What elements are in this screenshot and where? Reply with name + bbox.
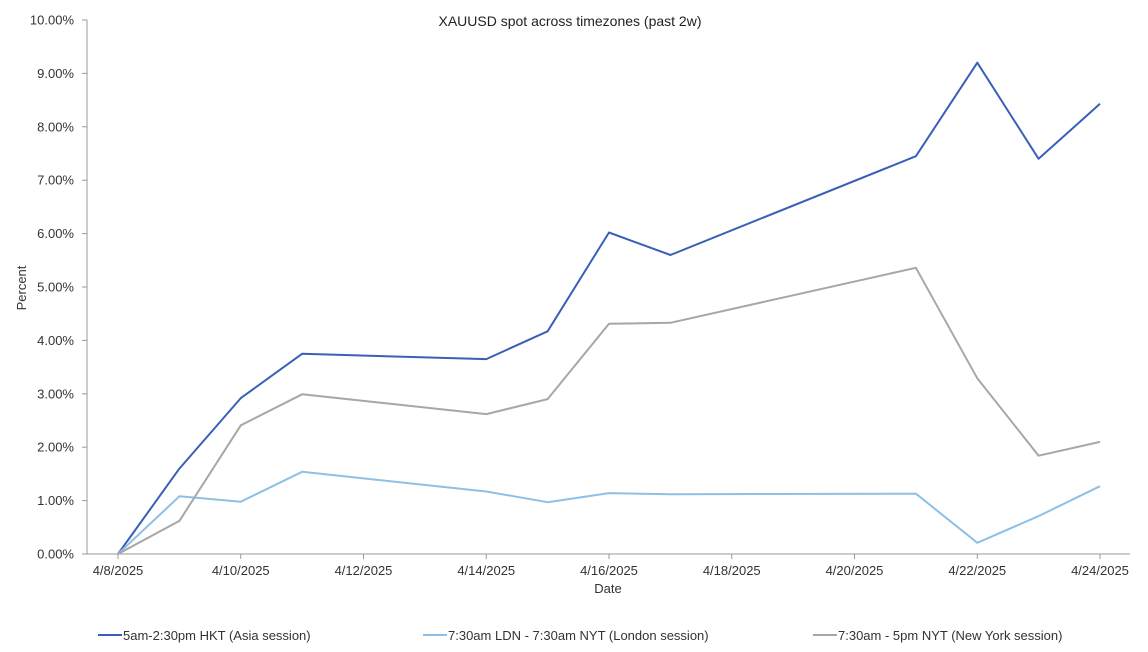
x-tick-label: 4/8/2025: [93, 563, 144, 578]
legend-label: 7:30am LDN - 7:30am NYT (London session): [448, 628, 709, 643]
y-tick-label: 4.00%: [37, 333, 74, 348]
y-tick-label: 7.00%: [37, 173, 74, 188]
x-tick-label: 4/18/2025: [703, 563, 761, 578]
series-line-2: [117, 266, 1101, 555]
series-line-0: [117, 61, 1101, 555]
y-axis-title: Percent: [14, 265, 29, 310]
x-tick-label: 4/14/2025: [457, 563, 515, 578]
y-axis-ticks: 0.00% 1.00% 2.00% 3.00% 4.00% 5.00% 6.00% 7.00%…: [30, 13, 87, 562]
chart-title: XAUUSD spot across timezones (past 2w): [439, 13, 702, 29]
y-tick-label: 1.00%: [37, 493, 74, 508]
x-axis-title: Date: [594, 581, 621, 596]
legend: 5am-2:30pm HKT (Asia session) 7:30am LDN …: [98, 628, 1062, 643]
series-line-1: [117, 470, 1101, 555]
x-tick-label: 4/24/2025: [1071, 563, 1129, 578]
legend-label: 5am-2:30pm HKT (Asia session): [123, 628, 311, 643]
y-tick-label: 8.00%: [37, 119, 74, 134]
x-tick-label: 4/16/2025: [580, 563, 638, 578]
x-tick-label: 4/12/2025: [335, 563, 393, 578]
y-tick-label: 9.00%: [37, 66, 74, 81]
x-axis-ticks: 4/8/2025 4/10/2025 4/12/2025 4/14/2025 4/16/…: [93, 554, 1129, 578]
x-tick-label: 4/22/2025: [948, 563, 1006, 578]
y-tick-label: 10.00%: [30, 13, 75, 28]
y-tick-label: 6.00%: [37, 226, 74, 241]
y-tick-label: 5.00%: [37, 280, 74, 295]
y-tick-label: 2.00%: [37, 440, 74, 455]
x-tick-label: 4/20/2025: [826, 563, 884, 578]
legend-label: 7:30am - 5pm NYT (New York session): [838, 628, 1062, 643]
y-tick-label: 0.00%: [37, 547, 74, 562]
y-tick-label: 3.00%: [37, 386, 74, 401]
x-tick-label: 4/10/2025: [212, 563, 270, 578]
series-lines: [117, 61, 1101, 555]
